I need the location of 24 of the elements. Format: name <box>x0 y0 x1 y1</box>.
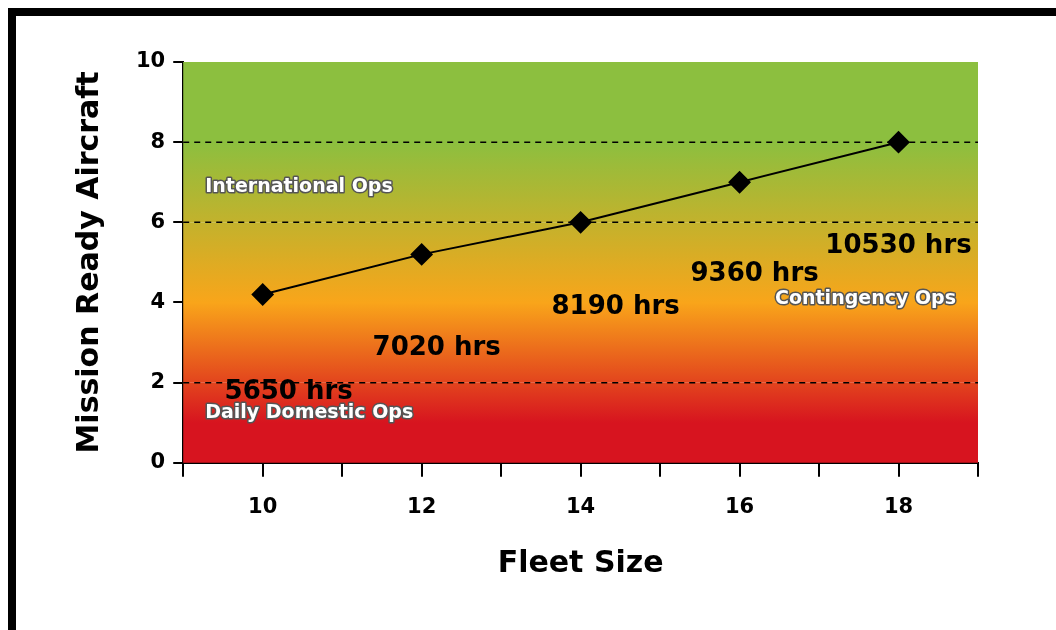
x-tick-label: 18 <box>883 493 914 518</box>
y-tick-label: 2 <box>150 369 166 394</box>
x-tick-label: 14 <box>565 493 596 518</box>
point <box>887 131 910 154</box>
annotation: 10530 hrs <box>825 228 972 259</box>
y-axis-title: Mission Ready Aircraft <box>69 71 105 454</box>
y-tick-label: 6 <box>150 208 166 233</box>
point <box>569 211 592 234</box>
y-tick-label: 0 <box>150 449 166 474</box>
point <box>251 283 274 306</box>
band-label: International Ops <box>205 173 393 196</box>
x-tick-label: 16 <box>724 493 755 518</box>
y-tick-label: 10 <box>135 48 166 73</box>
y-tick-label: 8 <box>150 128 166 153</box>
x-axis-title: Fleet Size <box>497 543 664 579</box>
annotation: 8190 hrs <box>551 290 680 321</box>
point <box>728 171 751 194</box>
band-label: Contingency Ops <box>775 286 956 309</box>
annotation: 9360 hrs <box>690 256 819 287</box>
y-tick-label: 4 <box>150 288 166 313</box>
x-tick-label: 12 <box>407 493 437 518</box>
x-tick-label: 10 <box>248 493 278 518</box>
point <box>410 243 433 266</box>
annotation: 7020 hrs <box>372 331 501 362</box>
